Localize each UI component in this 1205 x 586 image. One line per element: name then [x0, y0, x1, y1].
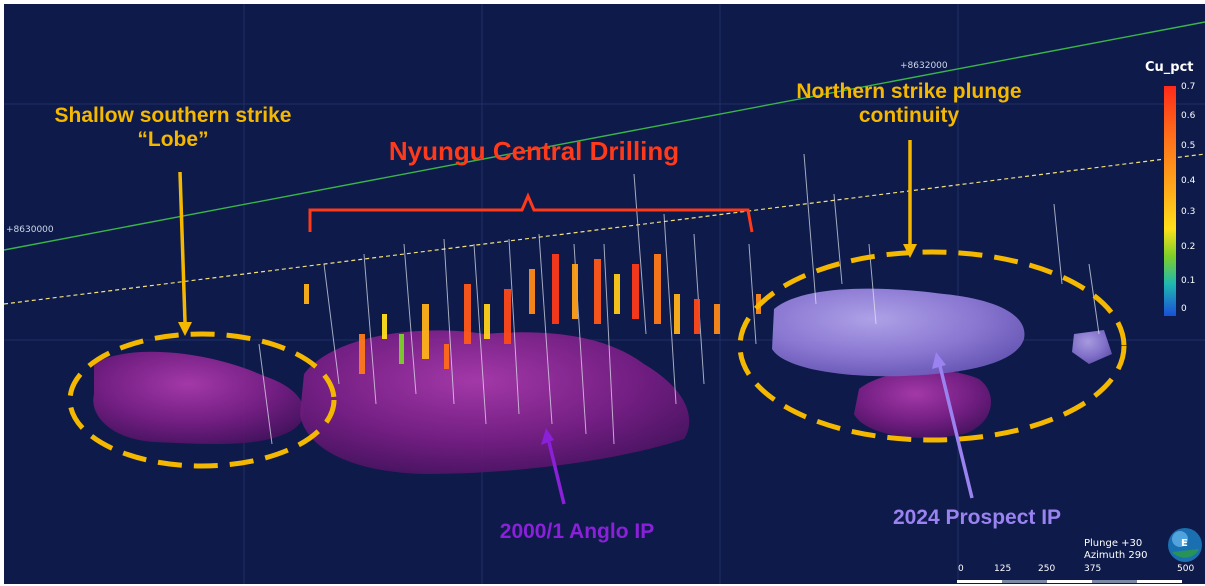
legend-tick: 0 [1181, 304, 1187, 314]
central-drilling-bracket [308, 192, 754, 233]
north-strike-ellipse [737, 249, 1127, 443]
legend-tick: 0.5 [1181, 141, 1196, 151]
scale-tick: 500 [1177, 564, 1195, 574]
legend-title: Cu_pct [1145, 60, 1194, 75]
central-ip-body [300, 330, 690, 474]
cu-legend-bar [1164, 86, 1176, 316]
dashed-strike-line [4, 153, 1205, 305]
central-drilling-label: Nyungu Central Drilling [388, 136, 680, 166]
grid-coord-left: +8630000 [6, 225, 54, 235]
arrows [178, 140, 974, 505]
drill-traces [258, 153, 1100, 445]
legend-tick: 0.7 [1181, 82, 1196, 92]
azimuth-readout: Azimuth 290 [1084, 550, 1148, 561]
south-lobe-label: Shallow southern strike “Lobe” [54, 104, 292, 151]
scale-tick: 375 [1084, 564, 1102, 574]
scene-graphics [4, 4, 1205, 584]
prospect-ip-body [772, 288, 1025, 377]
anglo-ip-label: 2000/1 Anglo IP [499, 520, 655, 543]
strike-line [4, 21, 1205, 251]
scale-tick: 125 [994, 564, 1012, 574]
scale-tick: 0 [958, 564, 964, 574]
prospect-ip-label: 2024 Prospect IP [892, 506, 1062, 529]
plunge-readout: Plunge +30 [1084, 538, 1143, 549]
compass-letter[interactable]: E [1181, 538, 1188, 549]
scale-bar-graphic [957, 580, 1182, 583]
north-strike-label: Northern strike plunge continuity [796, 80, 1022, 127]
legend-tick: 0.1 [1181, 276, 1196, 286]
scale-tick: 250 [1038, 564, 1056, 574]
south-lobe-ellipse [67, 331, 337, 469]
legend-tick: 0.6 [1181, 111, 1196, 121]
legend-tick: 0.3 [1181, 207, 1196, 217]
north-purple-body [854, 370, 991, 438]
legend-tick: 0.2 [1181, 242, 1196, 252]
3d-viewport[interactable]: +8630000 +8632000 Shallow southern strik… [4, 4, 1205, 584]
assay-markers [304, 254, 761, 374]
legend-tick: 0.4 [1181, 176, 1196, 186]
view-compass-icon [1168, 528, 1202, 562]
prospect-ip-small-body [1072, 330, 1112, 364]
grid-coord-top: +8632000 [900, 61, 948, 71]
south-lobe-body [93, 351, 304, 445]
